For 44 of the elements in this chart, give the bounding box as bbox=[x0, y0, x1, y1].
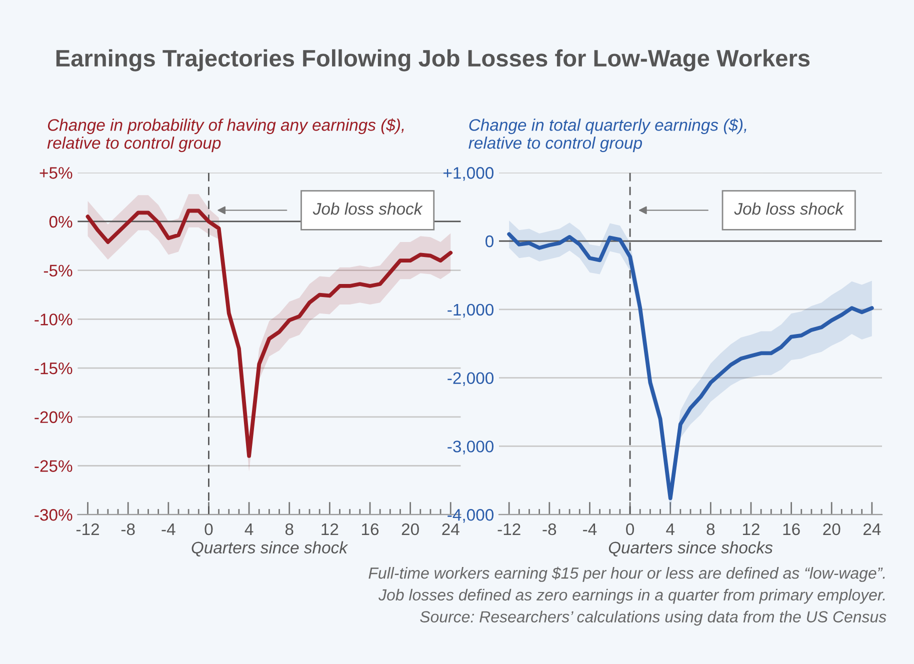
y-axis-title: Change in probability of having any earnings ($), relative to control group bbox=[47, 118, 404, 152]
chart-title: Earnings Trajectories Following Job Losses for Low-Wage Workers bbox=[56, 49, 810, 72]
x-tick-label: 16 bbox=[783, 523, 800, 536]
x-axis-title: Quarters since shock bbox=[192, 541, 348, 556]
x-tick-label: 20 bbox=[402, 523, 419, 536]
y-tick-label: -4,000 bbox=[448, 509, 494, 523]
x-tick-label: 12 bbox=[742, 523, 760, 536]
source-note: Source: Researchers’ calculations using data from the US Census bbox=[420, 610, 886, 626]
x-tick-label: -8 bbox=[542, 523, 556, 536]
x-tick-label: 4 bbox=[666, 524, 674, 536]
y-tick-label: -3,000 bbox=[448, 440, 494, 454]
y-tick-label: +5% bbox=[40, 167, 72, 179]
x-tick-label: 20 bbox=[823, 523, 840, 536]
x-tick-label: 4 bbox=[244, 524, 254, 536]
x-tick-label: -8 bbox=[121, 523, 135, 536]
x-tick-label: 24 bbox=[864, 523, 881, 536]
y-axis-title: Change in total quarterly earnings ($), relative to control group bbox=[468, 118, 746, 152]
y-tick-label: -2,000 bbox=[448, 372, 494, 386]
x-tick-label: -4 bbox=[162, 524, 176, 536]
x-tick-label: 0 bbox=[626, 523, 634, 536]
y-tick-label: -30% bbox=[34, 509, 72, 521]
y-tick-label: -20% bbox=[34, 411, 72, 424]
annotation: Job loss shock bbox=[312, 202, 423, 215]
y-tick-label: -1,000 bbox=[448, 304, 494, 318]
x-tick-label: 8 bbox=[285, 523, 294, 536]
y-tick-label: 0 bbox=[486, 235, 494, 248]
y-tick-label: -5% bbox=[44, 264, 72, 277]
y-tick-label: +1,000 bbox=[444, 167, 494, 181]
text: Full-time workers earning $15 per hour or less are defined as “low-wage”. bbox=[368, 566, 885, 582]
x-tick-label: 0 bbox=[204, 523, 213, 536]
y-tick-label: -10% bbox=[34, 314, 72, 326]
x-tick-label: 8 bbox=[706, 523, 715, 536]
x-tick-label: -12 bbox=[76, 523, 99, 536]
x-tick-label: 16 bbox=[362, 523, 379, 536]
x-tick-label: -4 bbox=[583, 524, 597, 536]
x-tick-label: -12 bbox=[498, 523, 520, 536]
x-axis-title: Quarters since shocks bbox=[608, 541, 773, 556]
annotation: Job loss shock bbox=[734, 202, 844, 215]
y-tick-label: 0% bbox=[49, 216, 72, 228]
x-tick-label: 24 bbox=[442, 523, 460, 536]
text: Job losses defined as zero earnings in a quarter from primary employer. bbox=[378, 588, 885, 604]
y-tick-label: -15% bbox=[34, 362, 72, 374]
x-tick-label: 12 bbox=[322, 523, 338, 536]
y-tick-label: -25% bbox=[34, 460, 72, 472]
